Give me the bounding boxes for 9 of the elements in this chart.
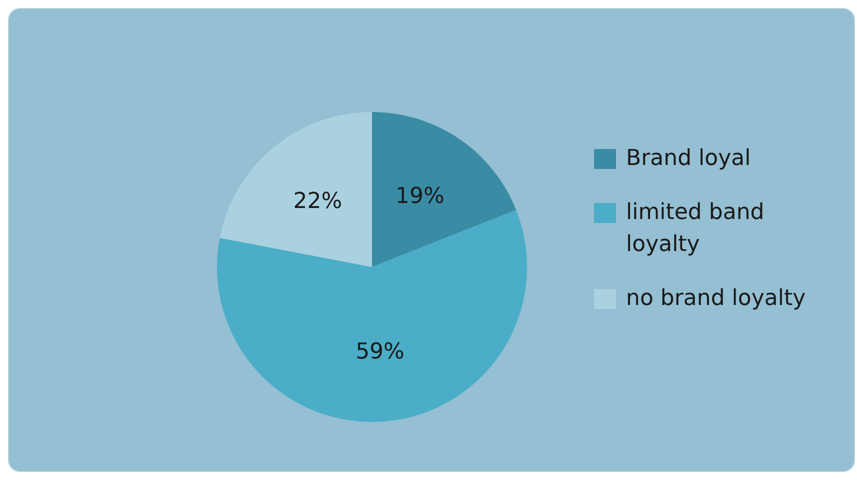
- pie-slice: [372, 112, 516, 267]
- legend-label: Brand loyal: [626, 145, 751, 173]
- legend-label: no brand loyalty: [626, 285, 806, 313]
- data-label: 22%: [293, 188, 342, 214]
- pie-slice: [217, 210, 527, 422]
- data-label: 59%: [356, 339, 404, 364]
- data-label: 19%: [395, 184, 444, 209]
- legend-label: limited band loyalty: [626, 199, 766, 259]
- pie-slice: [220, 112, 372, 267]
